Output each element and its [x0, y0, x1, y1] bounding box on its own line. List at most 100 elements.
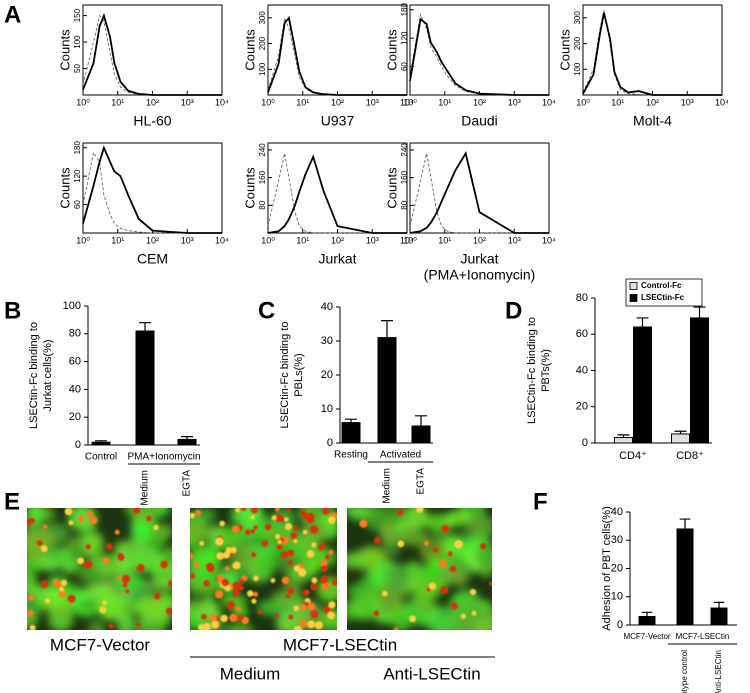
cell: [438, 563, 467, 583]
error-bar: [641, 611, 653, 617]
y-tick-label: 20: [69, 411, 81, 423]
labeled-cell: [276, 543, 283, 550]
x-tick-label: 10¹: [438, 97, 451, 107]
labeled-cell: [238, 585, 244, 591]
labeled-cell: [433, 547, 438, 553]
cell: [117, 612, 134, 630]
labeled-cell: [321, 582, 330, 590]
cell: [77, 564, 102, 585]
bar: [710, 607, 728, 626]
labeled-cell: [160, 560, 168, 569]
labeled-cell: [257, 609, 263, 615]
histogram-curve: [82, 14, 222, 96]
labeled-cell: [240, 508, 247, 512]
labeled-cell: [216, 552, 224, 560]
labeled-cell: [281, 576, 290, 585]
legend-label: LSECtin-Fc: [641, 293, 685, 302]
labeled-cell: [209, 613, 217, 622]
labeled-cell: [396, 508, 404, 516]
y-tick-label: 30: [611, 534, 623, 546]
x-tick-label: 10⁴: [542, 97, 556, 107]
labeled-cell: [428, 582, 437, 590]
histogram-curve: [267, 154, 407, 234]
cell: [195, 544, 222, 569]
labeled-cell: [121, 574, 131, 584]
cell: [27, 527, 56, 553]
labeled-cell: [286, 549, 295, 557]
x-tick-label: 10³: [508, 97, 521, 107]
cell: [96, 553, 121, 575]
labeled-cell: [203, 580, 210, 587]
y-axis-label: Adhesion of PBT cells(%): [601, 506, 613, 631]
labeled-cell: [165, 607, 172, 615]
panel-letter: E: [4, 488, 20, 515]
labeled-cell: [447, 551, 453, 557]
labeled-cell: [287, 559, 293, 566]
image-caption: Anti-LSECtin: [383, 664, 480, 683]
y-axis-label: Counts: [557, 29, 572, 71]
y-tick-label: 0: [75, 439, 81, 451]
labeled-cell: [471, 610, 477, 616]
x-tick-label: 10⁴: [400, 235, 414, 245]
y-axis-label: Counts: [384, 29, 399, 71]
labeled-cell: [132, 508, 141, 514]
labeled-cell: [314, 621, 324, 630]
x-tick-label: 10²: [146, 235, 159, 245]
histogram-curve: [582, 10, 722, 96]
cell: [27, 558, 45, 573]
labeled-cell: [67, 594, 76, 603]
micrograph: [347, 508, 492, 630]
error-bar: [617, 434, 630, 438]
labeled-cell: [232, 581, 241, 590]
labeled-cell: [224, 566, 230, 572]
labeled-cell: [469, 588, 477, 596]
labeled-cell: [460, 613, 467, 619]
labeled-cell: [108, 623, 114, 629]
x-tick-label: 10³: [366, 97, 379, 107]
labeled-cell: [230, 546, 237, 554]
labeled-cell: [320, 559, 328, 567]
bar: [676, 528, 694, 626]
error-bar: [679, 518, 691, 529]
labeled-cell: [106, 543, 113, 550]
y-tick-label: 60: [73, 200, 82, 209]
labeled-cell: [102, 557, 110, 565]
cell: [190, 599, 209, 618]
y-tick-label: 240: [258, 143, 267, 157]
labeled-cell: [320, 575, 329, 584]
labeled-cell: [44, 598, 51, 604]
cell: [220, 594, 248, 607]
x-tick-label: 10⁰: [261, 97, 275, 107]
cell: [96, 594, 126, 620]
labeled-cell: [299, 619, 308, 628]
x-tick-label: 10²: [146, 97, 159, 107]
labeled-cell: [441, 524, 450, 533]
labeled-cell: [302, 529, 308, 535]
x-tick-label: 10²: [331, 235, 344, 245]
labeled-cell: [221, 578, 229, 587]
error-bar: [693, 306, 706, 318]
labeled-cell: [306, 549, 315, 558]
y-tick-label: 100: [63, 300, 81, 312]
panel-letter: C: [258, 297, 275, 324]
dot-layer: [27, 508, 172, 630]
y-tick-label: 10: [321, 403, 333, 415]
labeled-cell: [328, 549, 334, 555]
y-tick-label: 80: [576, 292, 588, 304]
cell: [473, 618, 492, 630]
histogram-label: HL-60: [133, 113, 171, 129]
histogram-curve: [82, 145, 222, 234]
labeled-cell: [59, 586, 65, 592]
labeled-cell: [215, 537, 224, 546]
labeled-cell: [285, 508, 291, 513]
labeled-cell: [77, 557, 84, 565]
y-tick-label: 40: [611, 506, 623, 518]
labeled-cell: [306, 515, 315, 524]
labeled-cell: [310, 583, 318, 591]
labeled-cell: [58, 590, 67, 598]
x-tick-label: 10⁴: [215, 235, 229, 245]
labeled-cell: [321, 565, 329, 572]
y-axis-label: PBLs(%): [293, 353, 305, 396]
y-tick-label: 240: [400, 143, 409, 157]
labeled-cell: [197, 623, 206, 630]
